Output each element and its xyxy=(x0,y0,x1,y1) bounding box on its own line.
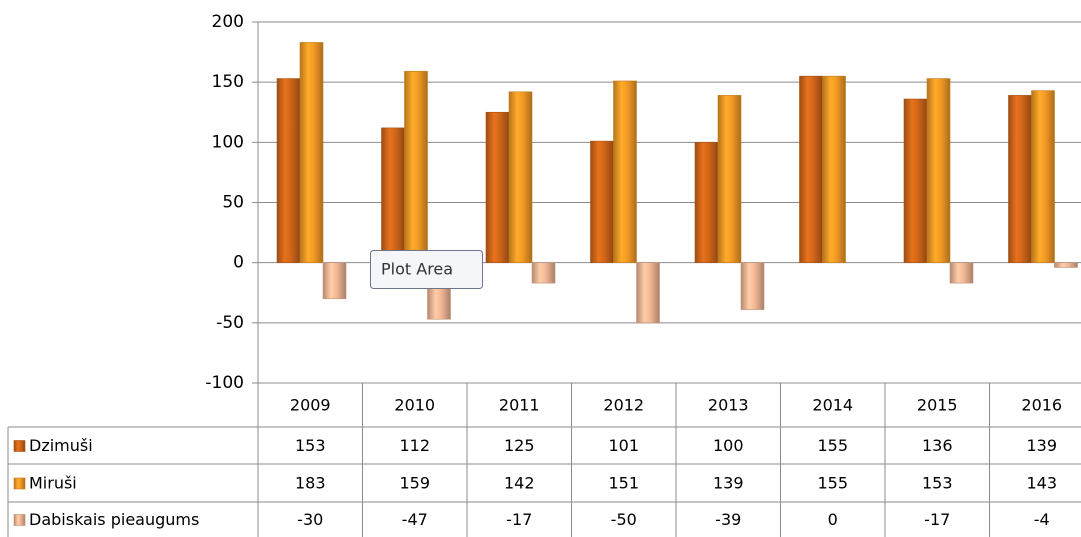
table-value: 112 xyxy=(399,436,430,455)
legend-key xyxy=(13,440,26,452)
bar xyxy=(740,262,765,310)
x-tick-label: 2012 xyxy=(603,396,644,415)
table-value: -39 xyxy=(715,510,741,529)
table-value: 151 xyxy=(608,474,639,493)
legend-key xyxy=(13,477,26,490)
y-tick-label: 50 xyxy=(222,193,244,213)
table-value: 183 xyxy=(295,474,326,493)
table-value: -30 xyxy=(297,510,323,529)
table-value: -47 xyxy=(402,510,428,529)
table-value: 139 xyxy=(1026,436,1057,455)
x-tick-label: 2014 xyxy=(812,396,853,415)
bar xyxy=(694,142,719,263)
bar xyxy=(276,78,301,263)
table-value: 125 xyxy=(504,436,535,455)
bar xyxy=(531,262,556,284)
x-tick-label: 2010 xyxy=(394,396,435,415)
bar xyxy=(822,75,846,263)
bar xyxy=(717,95,742,263)
bar xyxy=(322,262,347,300)
bar xyxy=(926,78,951,263)
table-value: 153 xyxy=(295,436,326,455)
y-tick-label: -50 xyxy=(216,313,244,333)
bar xyxy=(1008,95,1032,263)
bar xyxy=(590,140,614,263)
bar xyxy=(404,71,428,263)
y-tick-label: 100 xyxy=(212,132,244,152)
bar xyxy=(381,127,405,263)
legend-label: Dzimuši xyxy=(29,436,93,455)
table-value: 142 xyxy=(504,474,535,493)
table-value: 0 xyxy=(828,510,838,529)
bar xyxy=(508,91,533,263)
bar xyxy=(949,262,974,284)
bar xyxy=(903,98,928,263)
tooltip-text: Plot Area xyxy=(381,260,453,279)
y-tick-label: -100 xyxy=(205,373,244,393)
table-value: -4 xyxy=(1034,510,1050,529)
table-value: 100 xyxy=(713,436,744,455)
y-tick-label: 0 xyxy=(233,253,244,273)
bar xyxy=(1054,262,1078,268)
legend-key xyxy=(13,514,26,526)
table-value: 143 xyxy=(1026,474,1057,493)
table-value: -17 xyxy=(924,510,950,529)
table-value: 155 xyxy=(817,436,848,455)
table-value: 136 xyxy=(922,436,953,455)
x-tick-label: 2016 xyxy=(1021,396,1062,415)
legend-label: Miruši xyxy=(29,474,77,493)
table-value: 101 xyxy=(608,436,639,455)
table-value: 153 xyxy=(922,474,953,493)
bar xyxy=(299,42,324,263)
y-tick-label: 150 xyxy=(212,72,244,92)
x-tick-label: 2011 xyxy=(499,396,540,415)
legend-label: Dabiskais pieaugums xyxy=(29,510,199,529)
y-tick-label: 200 xyxy=(212,12,244,32)
bar xyxy=(636,262,660,324)
x-tick-label: 2013 xyxy=(708,396,749,415)
bar xyxy=(1031,90,1055,263)
table-value: -50 xyxy=(611,510,637,529)
x-tick-label: 2015 xyxy=(917,396,958,415)
x-tick-label: 2009 xyxy=(290,396,331,415)
table-value: -17 xyxy=(506,510,532,529)
table-value: 159 xyxy=(399,474,430,493)
table-value: 139 xyxy=(713,474,744,493)
tooltip-box xyxy=(370,250,483,289)
table-value: 155 xyxy=(817,474,848,493)
bar xyxy=(485,111,510,263)
bar xyxy=(799,75,823,263)
bar xyxy=(613,80,637,263)
